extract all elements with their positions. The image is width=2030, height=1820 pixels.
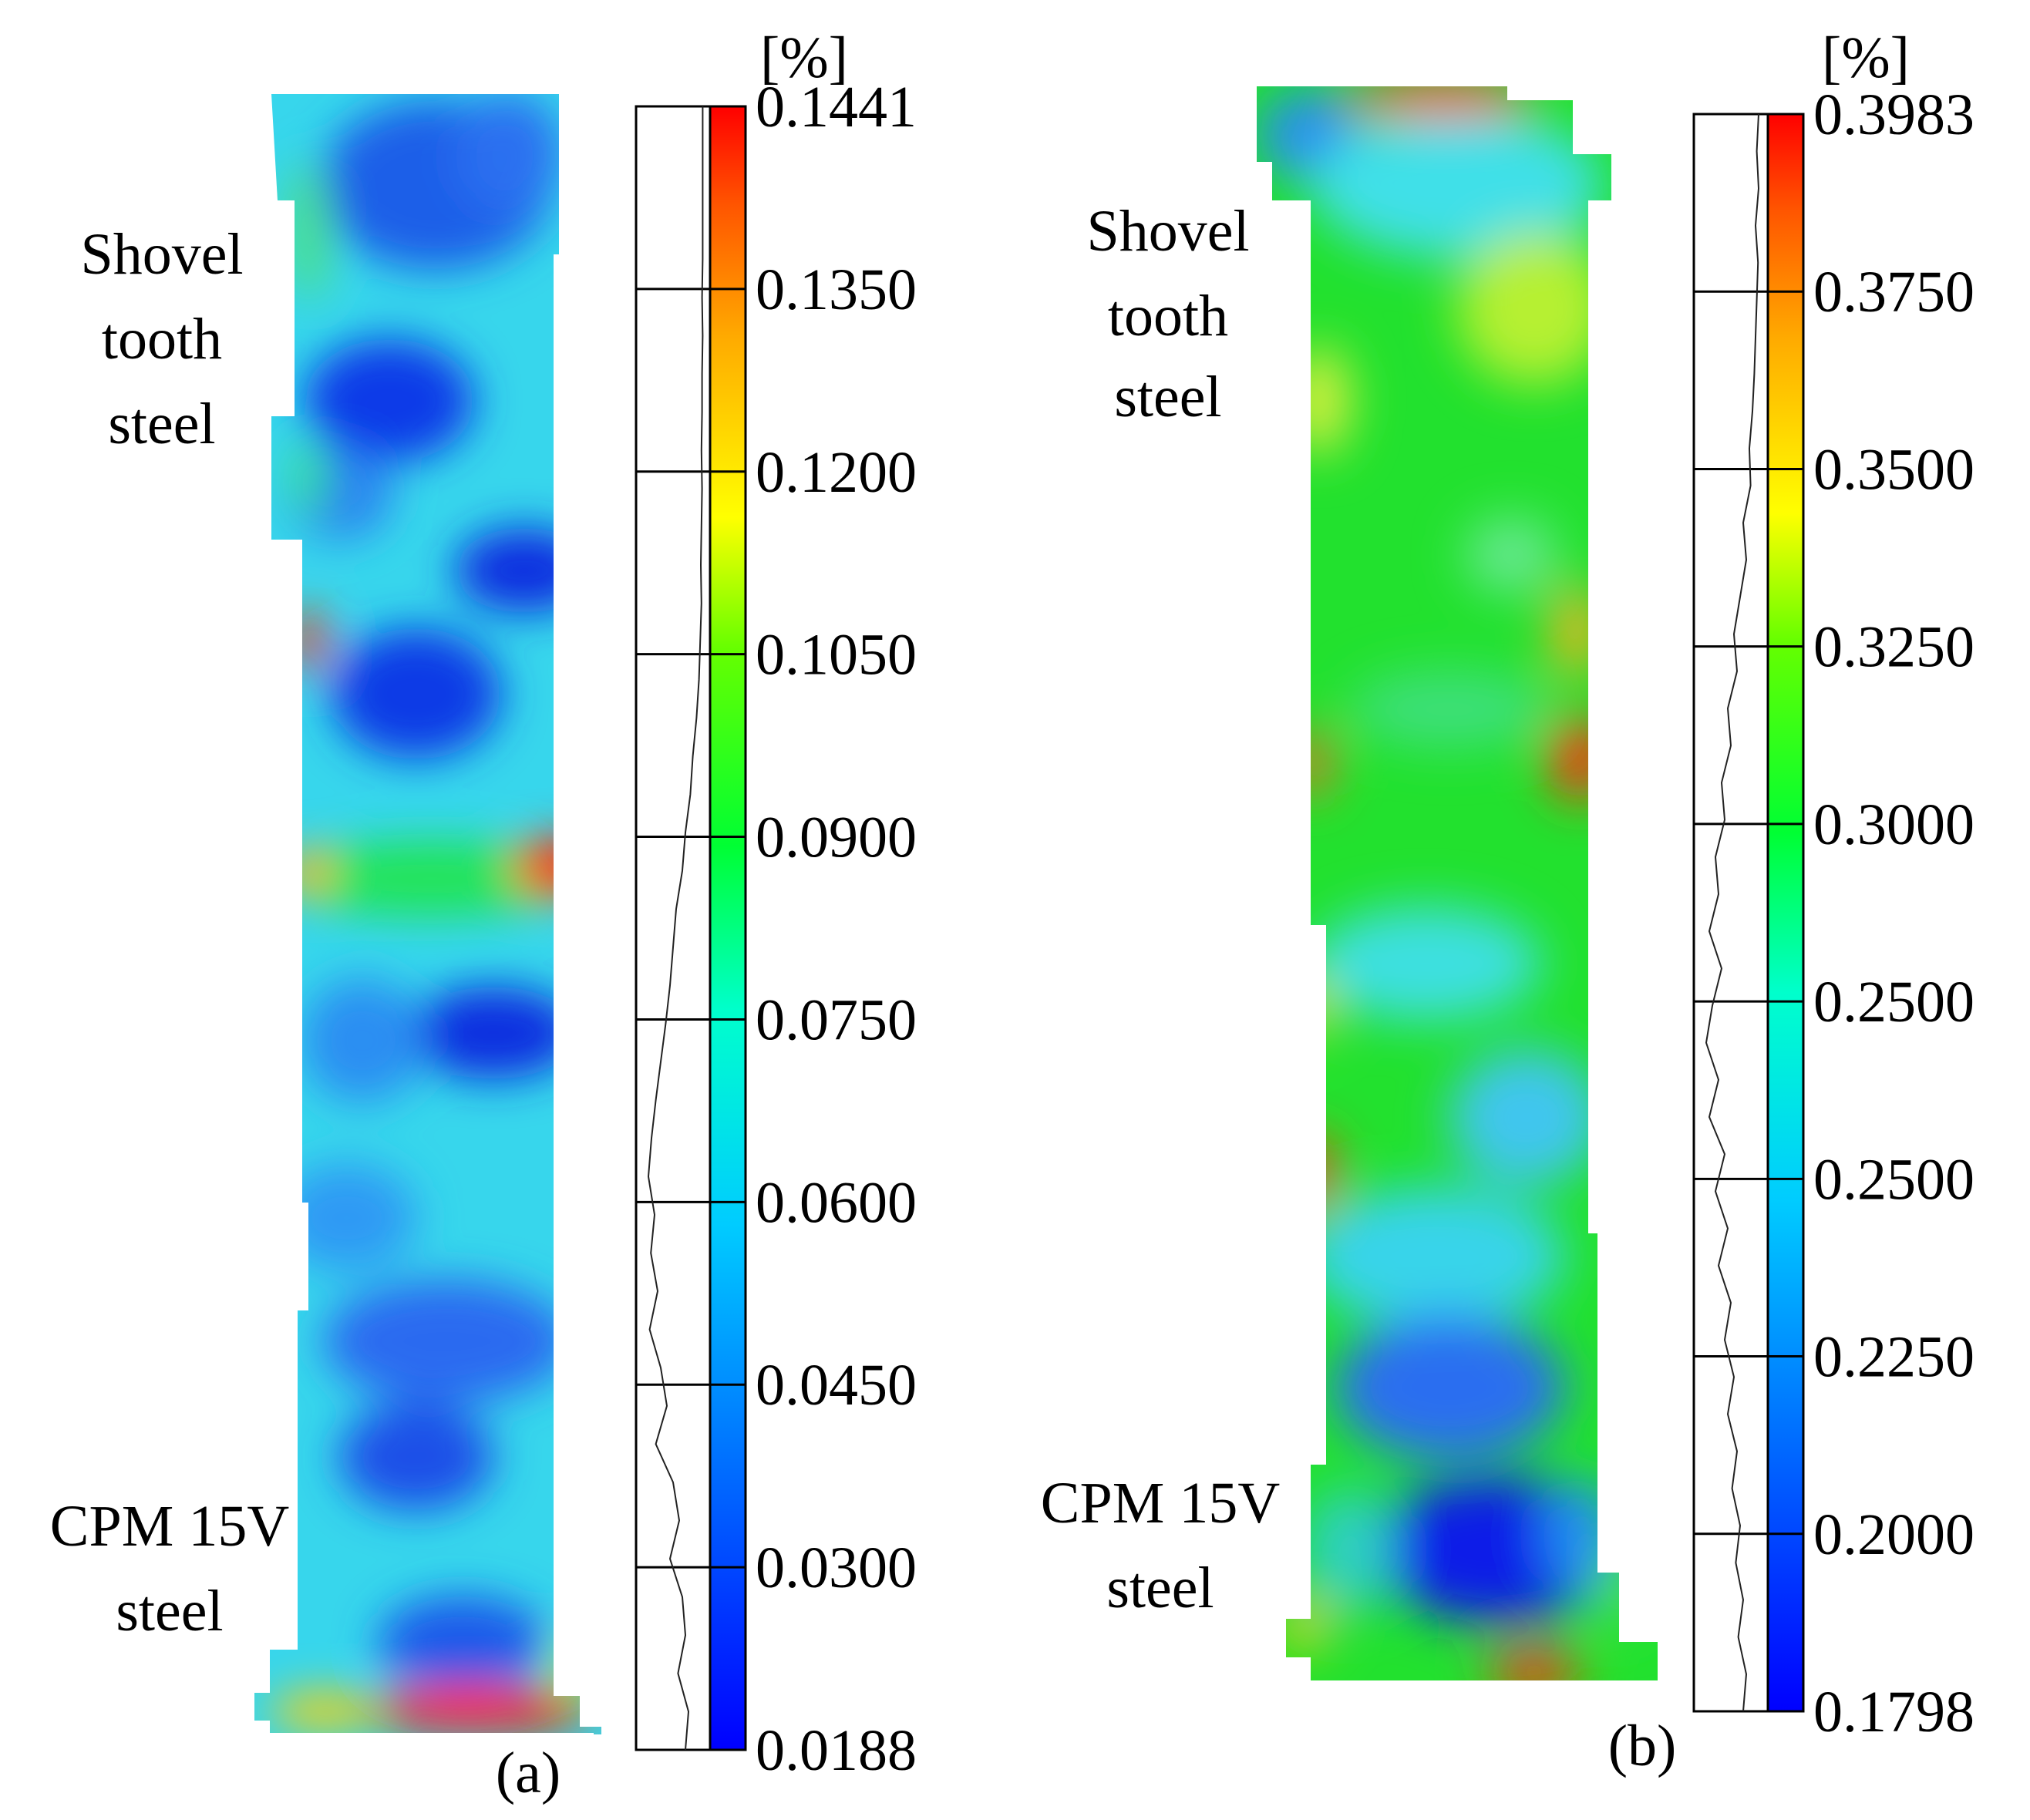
colorbar-tick-label: 0.1798 bbox=[1813, 1680, 1974, 1744]
bottom-material-label-b: CPM 15V steel bbox=[1041, 1471, 1281, 1620]
colorbar-tick-label: 0.0450 bbox=[756, 1353, 917, 1418]
unit-label-b: [%] bbox=[1822, 25, 1910, 90]
panel-label-a: (a) bbox=[496, 1741, 561, 1805]
label-line: steel bbox=[1114, 365, 1221, 429]
colorbar-gradient-b bbox=[1766, 113, 1805, 1713]
colorbar-tick-label: 0.0900 bbox=[756, 806, 917, 870]
colorbar-tick-label: 0.2500 bbox=[1813, 1147, 1974, 1212]
top-material-label-a: Shovel tooth steel bbox=[80, 222, 243, 456]
colorbar-tick-label: 0.2000 bbox=[1813, 1502, 1974, 1567]
label-line: CPM 15V bbox=[50, 1494, 290, 1559]
colorbar-a: 0.1441 0.1350 0.1200 0.1050 0.0900 0.0750 0.06… bbox=[635, 25, 917, 1783]
histogram-box-a bbox=[635, 105, 712, 1751]
colorbar-tick-label: 0.3750 bbox=[1813, 260, 1974, 325]
colorbar-tick-label: 0.3983 bbox=[1813, 82, 1974, 147]
unit-label-a: [%] bbox=[760, 25, 848, 90]
top-material-label-b: Shovel tooth steel bbox=[1086, 199, 1249, 429]
colorbar-tick-label: 0.3250 bbox=[1813, 615, 1974, 680]
colorbar-tick-label: 0.0600 bbox=[756, 1170, 917, 1235]
strain-map-a: Shovel tooth steel CPM 15V steel (a) 0.1… bbox=[50, 25, 917, 1805]
colorbar-tick-label: 0.3000 bbox=[1813, 792, 1974, 857]
colorbar-tick-label: 0.2500 bbox=[1813, 970, 1974, 1034]
histogram-box-b bbox=[1692, 113, 1769, 1713]
strain-map-b: Shovel tooth steel CPM 15V steel (b) 0.3… bbox=[1041, 25, 1974, 1778]
label-line: Shovel bbox=[80, 222, 243, 287]
label-line: CPM 15V bbox=[1041, 1471, 1281, 1536]
colorbar-b: 0.3983 0.3750 0.3500 0.3250 0.3000 0.2500 0.25… bbox=[1692, 25, 1974, 1744]
colorbar-tick-label: 0.1350 bbox=[756, 257, 917, 322]
label-line: steel bbox=[1106, 1556, 1214, 1620]
colorbar-tick-label: 0.1050 bbox=[756, 623, 917, 688]
label-line: steel bbox=[108, 392, 215, 456]
colorbar-tick-label: 0.0188 bbox=[756, 1718, 917, 1783]
colorbar-tick-label: 0.2250 bbox=[1813, 1325, 1974, 1390]
histogram-line-a bbox=[647, 106, 704, 1751]
panel-label-b: (b) bbox=[1608, 1714, 1677, 1778]
label-line: steel bbox=[116, 1579, 223, 1643]
label-line: tooth bbox=[1108, 284, 1228, 348]
histogram-line-b bbox=[1705, 113, 1760, 1712]
bottom-material-label-a: CPM 15V steel bbox=[50, 1494, 290, 1643]
colorbar-tick-label: 0.3500 bbox=[1813, 437, 1974, 502]
colorbar-tick-label: 0.0300 bbox=[756, 1536, 917, 1600]
colorbar-gradient-a bbox=[709, 105, 747, 1751]
label-line: tooth bbox=[102, 307, 222, 372]
colorbar-tick-label: 0.1441 bbox=[756, 75, 917, 140]
label-line: Shovel bbox=[1086, 199, 1249, 264]
colorbar-tick-label: 0.1200 bbox=[756, 440, 917, 505]
colorbar-tick-label: 0.0750 bbox=[756, 987, 917, 1052]
